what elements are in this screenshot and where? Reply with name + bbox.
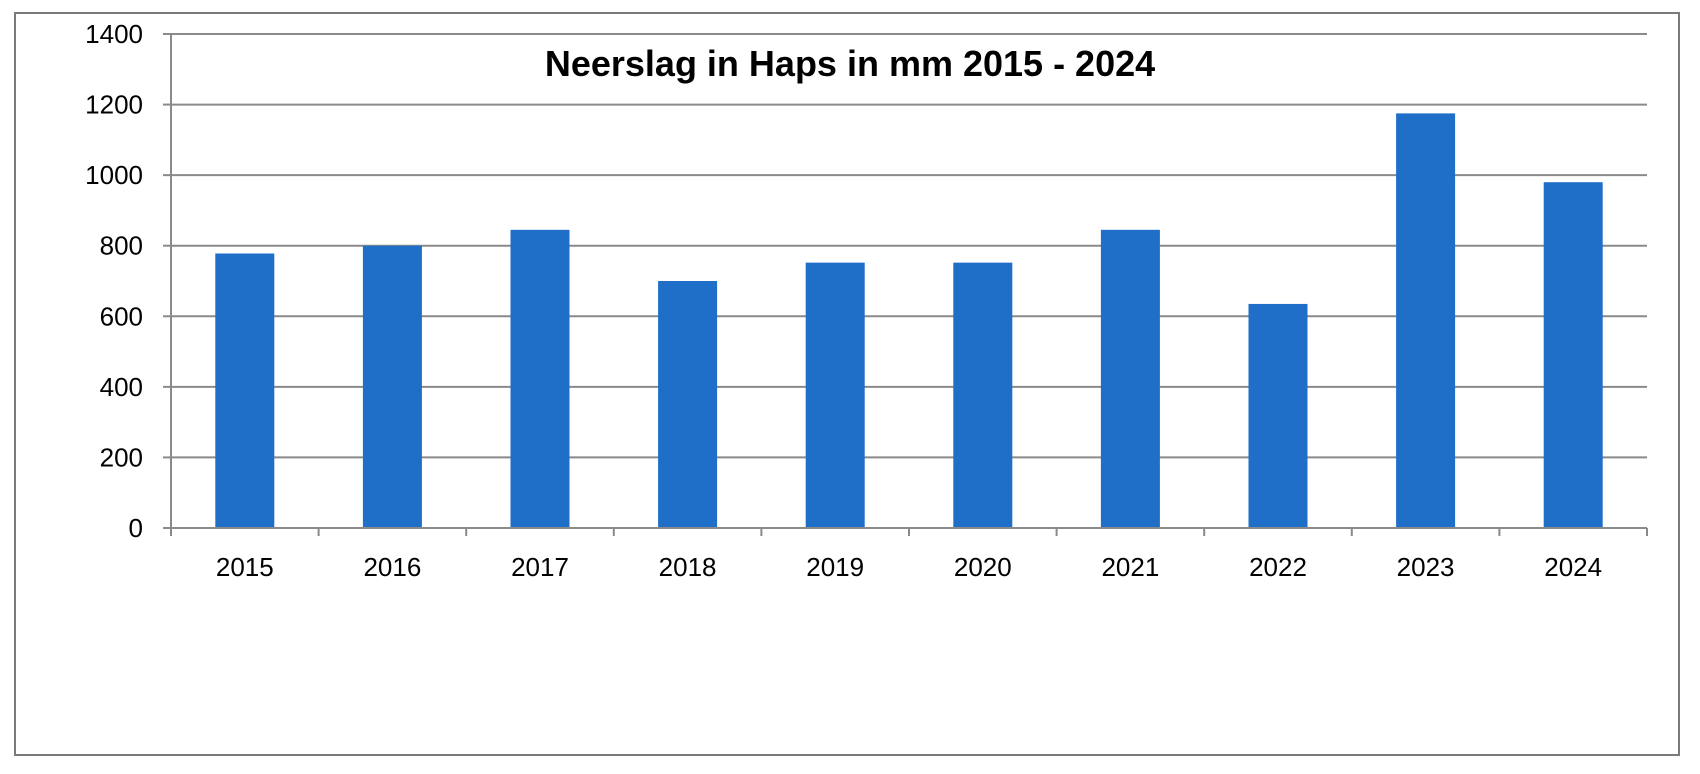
x-tick-label: 2022 (1249, 552, 1307, 582)
axes (163, 33, 1648, 536)
y-tick-label: 1000 (85, 160, 143, 190)
bar-2024 (1543, 182, 1603, 528)
x-tick-label: 2023 (1397, 552, 1455, 582)
x-tick-label: 2017 (511, 552, 569, 582)
y-tick-label: 0 (129, 513, 143, 543)
x-tick-labels: 2015 2016 2017 2018 2019 2020 2021 2022 2023 2024 (216, 552, 1602, 582)
chart-title: Neerslag in Haps in mm 2015 - 2024 (545, 43, 1155, 84)
x-tick-label: 2018 (659, 552, 717, 582)
y-tick-labels: 0 200 400 600 800 1000 1200 1400 (85, 19, 143, 543)
bars (215, 113, 1603, 529)
y-tick-label: 600 (100, 301, 143, 331)
x-tick-label: 2016 (363, 552, 421, 582)
bar-2016 (362, 245, 422, 528)
bar-2019 (805, 262, 865, 528)
bar-2021 (1100, 229, 1160, 529)
y-tick-label: 200 (100, 442, 143, 472)
bar-2018 (658, 281, 718, 528)
y-tick-label: 1400 (85, 19, 143, 49)
x-tick-label: 2021 (1101, 552, 1159, 582)
bar-2015 (215, 253, 275, 528)
x-tick-label: 2015 (216, 552, 274, 582)
x-tick-label: 2020 (954, 552, 1012, 582)
x-tick-label: 2024 (1544, 552, 1602, 582)
y-tick-label: 400 (100, 372, 143, 402)
y-tick-label: 1200 (85, 90, 143, 120)
x-tick-label: 2019 (806, 552, 864, 582)
bar-2020 (953, 262, 1013, 528)
bar-2017 (510, 229, 570, 529)
bar-2022 (1248, 303, 1308, 528)
y-tick-label: 800 (100, 231, 143, 261)
bar-2023 (1396, 113, 1456, 529)
